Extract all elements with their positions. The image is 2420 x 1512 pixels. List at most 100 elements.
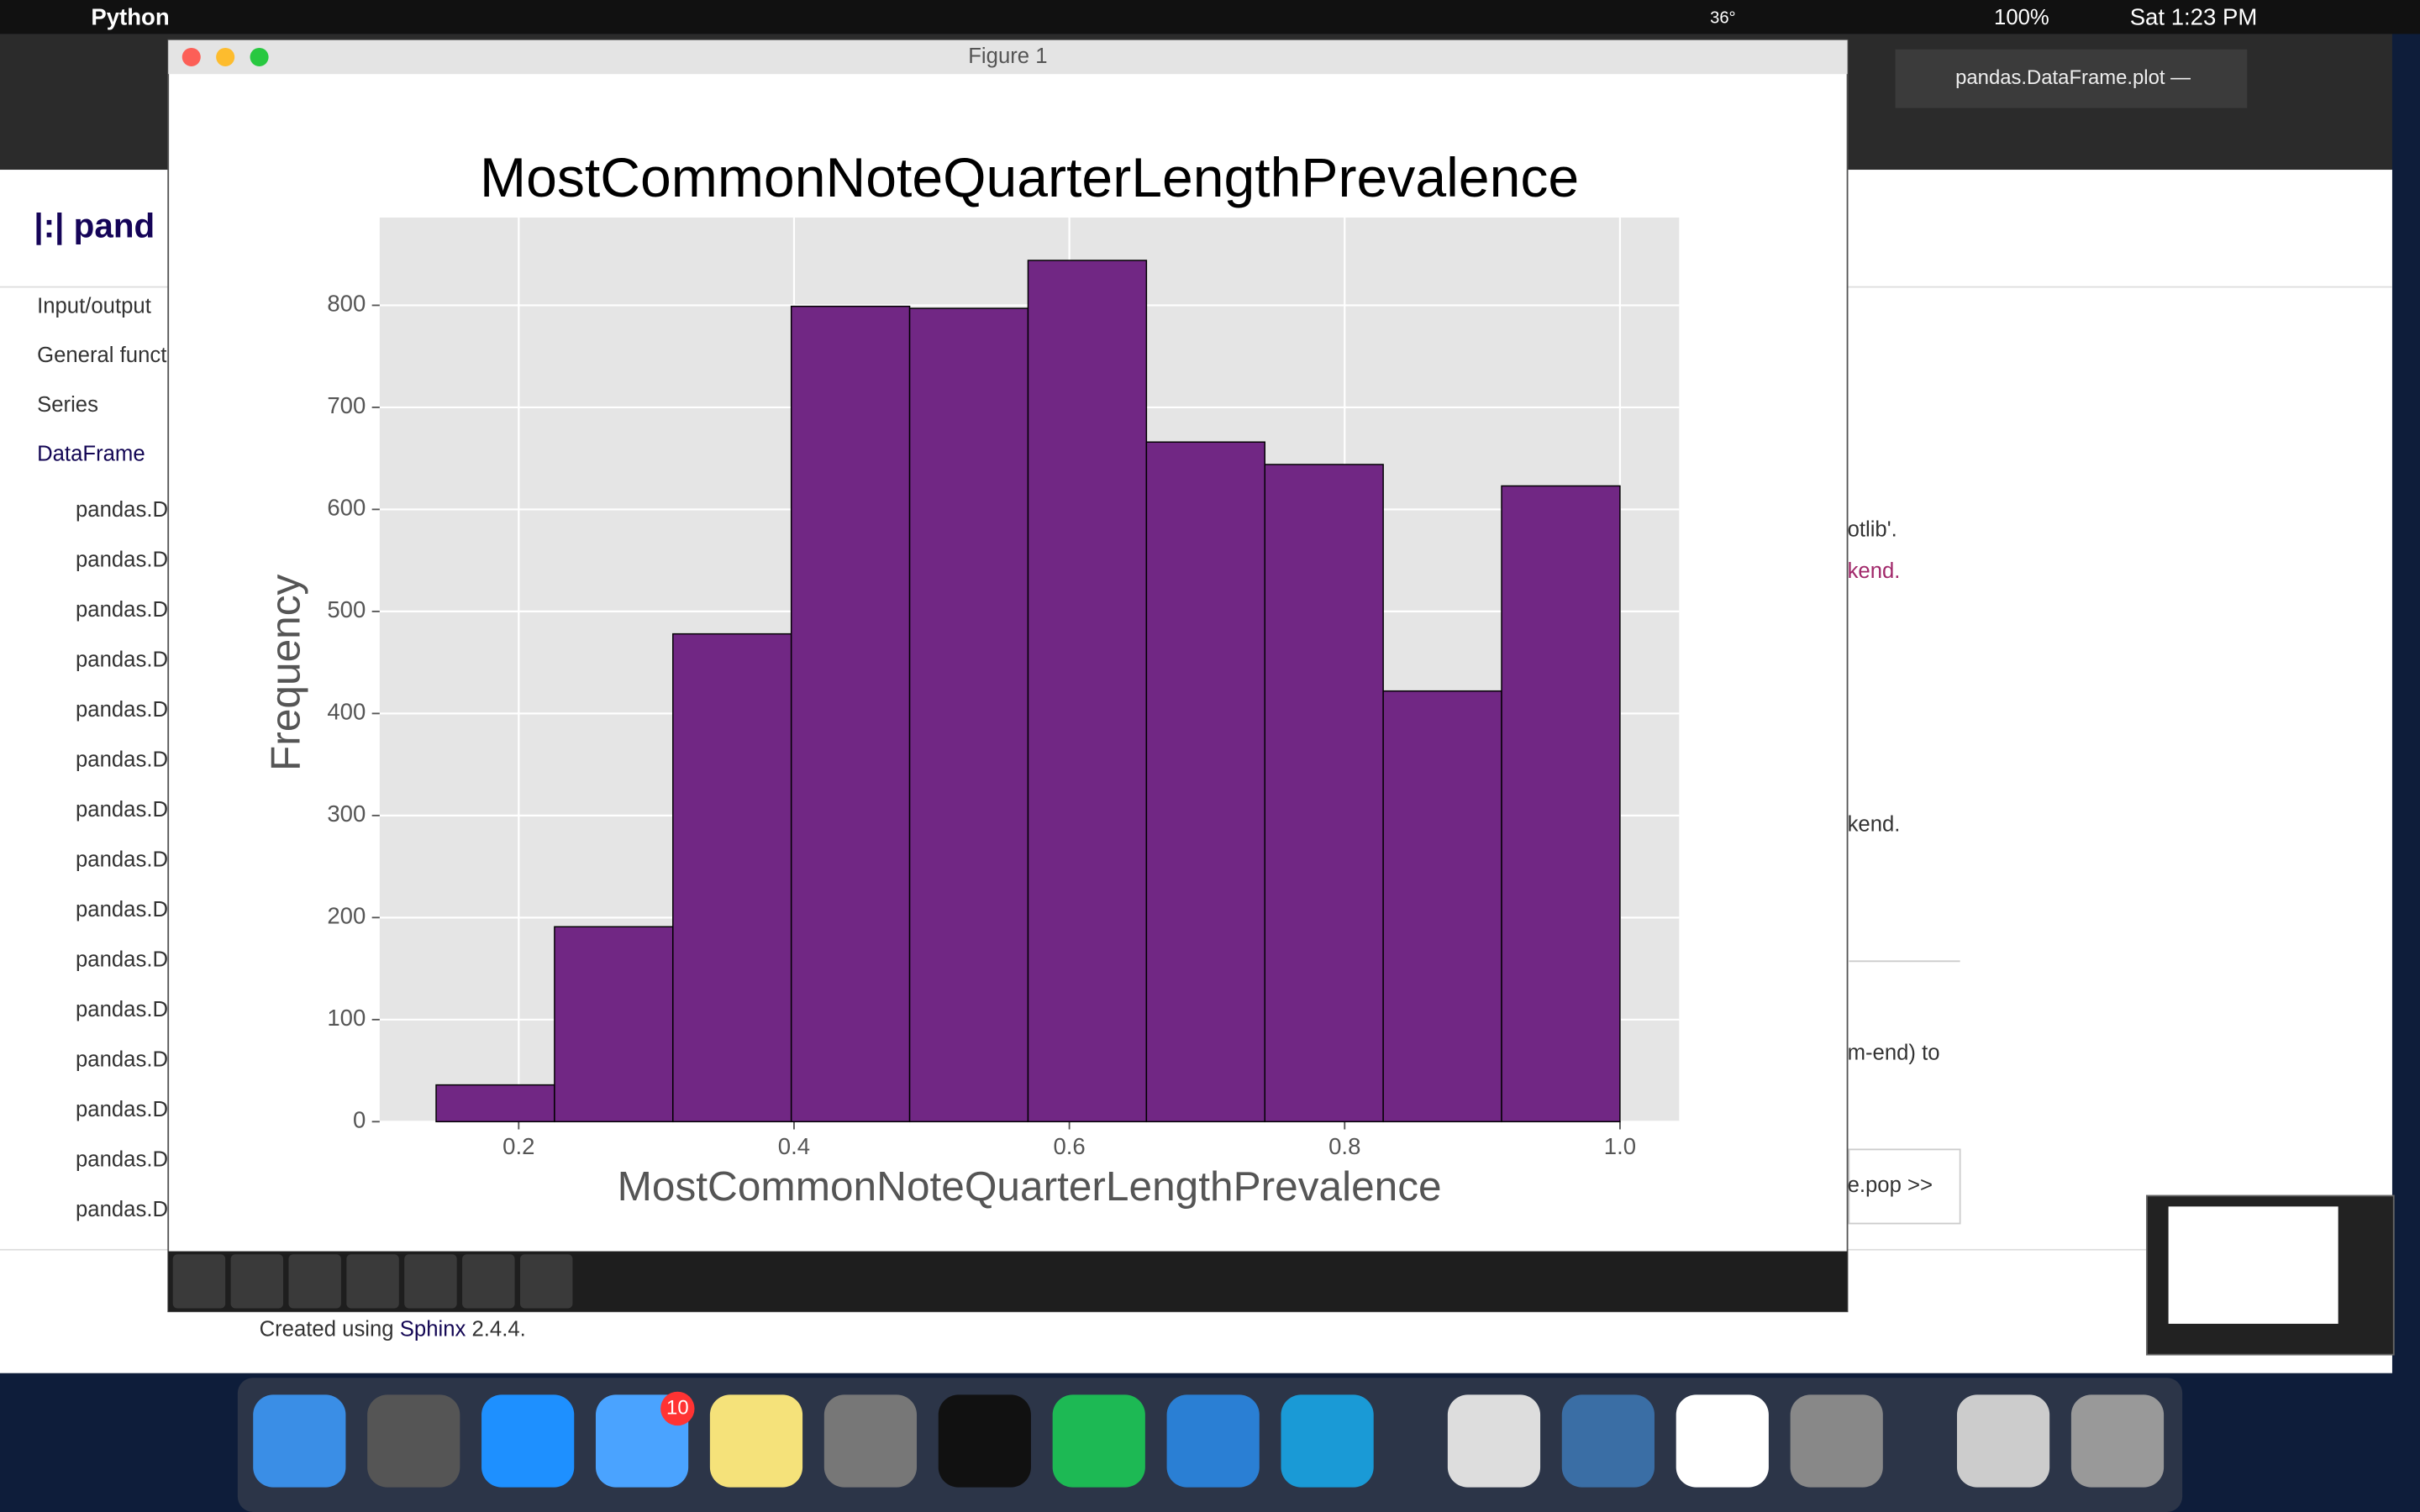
footer-text: 2.4.4. xyxy=(472,1317,526,1341)
sidebar-sublink[interactable]: pandas.D xyxy=(76,998,168,1021)
tool-button[interactable] xyxy=(519,1254,573,1309)
sidebar-sublink[interactable]: pandas.D xyxy=(76,948,168,971)
dock-icon[interactable] xyxy=(1166,1394,1260,1488)
chart: MostCommonNoteQuarterLengthPrevalence Mo… xyxy=(262,147,1680,1210)
bar xyxy=(1501,485,1621,1123)
dock-icon[interactable] xyxy=(938,1394,1031,1488)
tool-button[interactable] xyxy=(346,1254,399,1309)
y-tick-label: 700 xyxy=(327,392,366,418)
dock-icon[interactable] xyxy=(1447,1394,1541,1488)
tool-button[interactable] xyxy=(462,1254,515,1309)
temperature: 36° xyxy=(1710,8,1736,27)
bar xyxy=(1027,260,1148,1123)
sidebar-sublink[interactable]: pandas.D xyxy=(76,798,168,822)
footer-link[interactable]: Sphinx xyxy=(400,1317,466,1341)
toolbar-buttons xyxy=(172,1254,573,1309)
app-name: Python xyxy=(91,3,169,29)
sidebar-sublink[interactable]: pandas.D xyxy=(76,1147,168,1171)
browser-tab[interactable] xyxy=(1895,49,2248,108)
content-text: m-end) to xyxy=(1848,1041,1940,1064)
sidebar-link[interactable]: Input/output xyxy=(37,294,151,318)
content-text: kend. xyxy=(1848,812,1901,836)
x-tick-label: 0.6 xyxy=(1053,1133,1085,1159)
tool-button[interactable] xyxy=(230,1254,284,1309)
sidebar-sublink[interactable]: pandas.D xyxy=(76,498,168,522)
tool-button[interactable] xyxy=(172,1254,226,1309)
minimize-button[interactable] xyxy=(216,47,235,66)
footer-text: Created using xyxy=(260,1317,394,1341)
content-text: otlib'. xyxy=(1848,518,1897,542)
battery: 100% xyxy=(1994,6,2049,29)
y-tick-label: 100 xyxy=(327,1005,366,1031)
sidebar-sublink[interactable]: pandas.D xyxy=(76,848,168,871)
sidebar-sublink[interactable]: pandas.D xyxy=(76,898,168,921)
dock-icon[interactable] xyxy=(1790,1394,1883,1488)
y-axis-label: Frequency xyxy=(262,574,309,770)
tab-title: pandas.DataFrame.plot — xyxy=(1955,66,2191,89)
badge xyxy=(660,1391,695,1426)
y-tick-label: 200 xyxy=(327,903,366,929)
y-tick-label: 0 xyxy=(353,1107,366,1133)
window-title: Figure 1 xyxy=(968,45,1047,68)
bar xyxy=(554,926,674,1123)
y-tick-label: 500 xyxy=(327,596,366,622)
bar xyxy=(908,307,1029,1123)
logo: |:| pand xyxy=(34,207,155,245)
close-button[interactable] xyxy=(182,47,201,66)
dock-icon[interactable] xyxy=(2070,1394,2165,1488)
menu-bar xyxy=(0,0,2420,34)
x-tick-label: 0.8 xyxy=(1328,1133,1360,1159)
tool-button[interactable] xyxy=(404,1254,457,1309)
dock-icon[interactable] xyxy=(1676,1394,1769,1488)
sidebar-sublink[interactable]: pandas.D xyxy=(76,648,168,671)
y-tick-label: 600 xyxy=(327,495,366,521)
dock-icon[interactable] xyxy=(1281,1394,1374,1488)
dock-icon[interactable] xyxy=(253,1394,346,1488)
dock-icon[interactable] xyxy=(367,1394,460,1488)
sidebar-link[interactable]: DataFrame xyxy=(37,443,145,466)
dock-icon[interactable] xyxy=(481,1394,575,1488)
content-link[interactable]: kend. xyxy=(1848,559,1901,583)
x-axis-label: MostCommonNoteQuarterLengthPrevalence xyxy=(618,1163,1442,1210)
bar xyxy=(672,633,792,1123)
dock-icon[interactable] xyxy=(1956,1394,2050,1488)
sidebar-sublink[interactable]: pandas.D xyxy=(76,748,168,771)
title-bar xyxy=(168,39,1848,75)
content-link[interactable]: e.pop >> xyxy=(1848,1173,1933,1197)
x-tick-label: 0.2 xyxy=(502,1133,534,1159)
bar xyxy=(1382,690,1502,1123)
footer: Created using Sphinx 2.4.4. xyxy=(260,1317,526,1341)
y-tick-label: 300 xyxy=(327,801,366,827)
sidebar-sublist: pandas.D pandas.D pandas.D pandas.D pandas.D… xyxy=(76,498,168,1221)
next-button[interactable] xyxy=(1848,1148,1961,1225)
tool-button[interactable] xyxy=(288,1254,341,1309)
sidebar-sublink[interactable]: pandas.D xyxy=(76,548,168,571)
dock-icon[interactable] xyxy=(1561,1394,1655,1488)
sidebar-sublink[interactable]: pandas.D xyxy=(76,1047,168,1071)
chart-title: MostCommonNoteQuarterLengthPrevalence xyxy=(480,147,1579,209)
bar xyxy=(1145,441,1265,1123)
dock-icon[interactable] xyxy=(709,1394,803,1488)
sidebar-sublink[interactable]: pandas.D xyxy=(76,1098,168,1121)
x-tick-label: 1.0 xyxy=(1604,1133,1636,1159)
bar xyxy=(1264,464,1384,1123)
thumbnail-figure xyxy=(2168,1206,2338,1324)
sidebar-link[interactable]: General funct xyxy=(37,344,166,367)
dock-icon[interactable] xyxy=(1052,1394,1145,1488)
y-tick-label: 400 xyxy=(327,699,366,725)
sidebar-sublink[interactable]: pandas.D xyxy=(76,698,168,722)
dock-icons xyxy=(253,1394,2165,1488)
clock: Sat 1:23 PM xyxy=(2130,3,2258,29)
sidebar-sublink[interactable]: pandas.D xyxy=(76,598,168,622)
sidebar-link[interactable]: Series xyxy=(37,393,98,417)
sidebar-sublink[interactable]: pandas.D xyxy=(76,1198,168,1221)
badge-count: 10 xyxy=(666,1396,689,1419)
y-tick-label: 800 xyxy=(327,291,366,317)
bar xyxy=(435,1084,555,1123)
zoom-button[interactable] xyxy=(250,47,269,66)
bar xyxy=(790,305,911,1123)
dock-icon[interactable] xyxy=(823,1394,918,1488)
x-tick-label: 0.4 xyxy=(778,1133,810,1159)
